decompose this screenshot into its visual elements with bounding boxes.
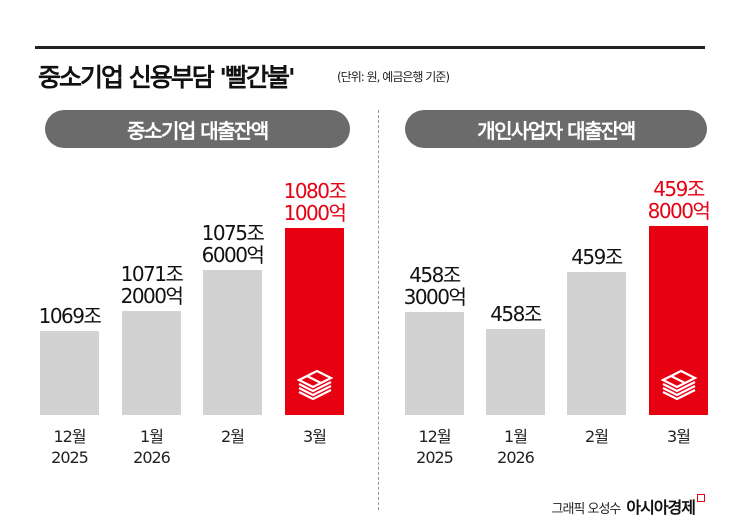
value-label: 458조 3000억 — [403, 262, 467, 309]
bar — [405, 311, 464, 415]
value-label: 459조 8000억 — [647, 176, 711, 223]
value-label: 1075조 6000억 — [201, 221, 265, 268]
x-tick-label: 3월 — [303, 427, 327, 446]
money-stack-icon — [295, 366, 335, 401]
bar — [203, 270, 262, 415]
credit: 그래픽 오성수 — [551, 502, 621, 517]
unit-note: (단위: 원, 예금은행 기준) — [337, 70, 450, 84]
brand-mark-icon — [697, 494, 705, 502]
bar — [486, 328, 545, 415]
x-tick-label: 12월 2025 — [416, 427, 454, 467]
bar — [649, 225, 708, 415]
value-label: 1069조 — [38, 304, 102, 329]
chart-title-sme: 중소기업 대출잔액 — [45, 110, 350, 148]
bar — [40, 331, 99, 415]
value-label: 458조 — [490, 301, 542, 326]
x-tick-label: 1월 2026 — [497, 427, 535, 467]
value-label: 1071조 2000억 — [120, 262, 184, 308]
x-tick-label: 2월 — [585, 427, 609, 446]
divider — [378, 110, 379, 510]
brand-logo: 아시아경제 — [626, 498, 696, 517]
footer: 그래픽 오성수 아시아경제 — [551, 494, 705, 518]
value-label: 459조 — [571, 244, 623, 269]
bar — [567, 271, 626, 415]
x-tick-label: 1월 2026 — [133, 427, 171, 467]
bar — [285, 228, 344, 415]
chart-title-self-employed: 개인사업자 대출잔액 — [405, 110, 707, 148]
x-tick-label: 12월 2025 — [51, 427, 89, 467]
money-stack-icon — [659, 366, 699, 401]
top-rule — [35, 46, 705, 49]
page-title: 중소기업 신용부담 '빨간불' — [38, 63, 296, 92]
value-label: 1080조 1000억 — [283, 179, 347, 226]
x-tick-label: 2월 — [221, 427, 245, 446]
bar — [122, 311, 181, 415]
x-tick-label: 3월 — [667, 427, 691, 446]
